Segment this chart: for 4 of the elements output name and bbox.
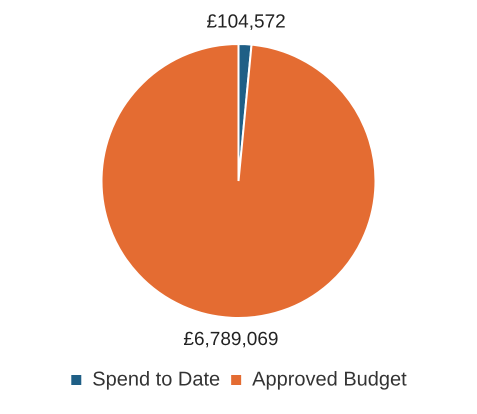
data-label: £6,789,069 [183,329,278,350]
data-label: £104,572 [206,11,286,32]
legend-label: Approved Budget [252,368,408,391]
legend-label: Spend to Date [92,368,220,391]
